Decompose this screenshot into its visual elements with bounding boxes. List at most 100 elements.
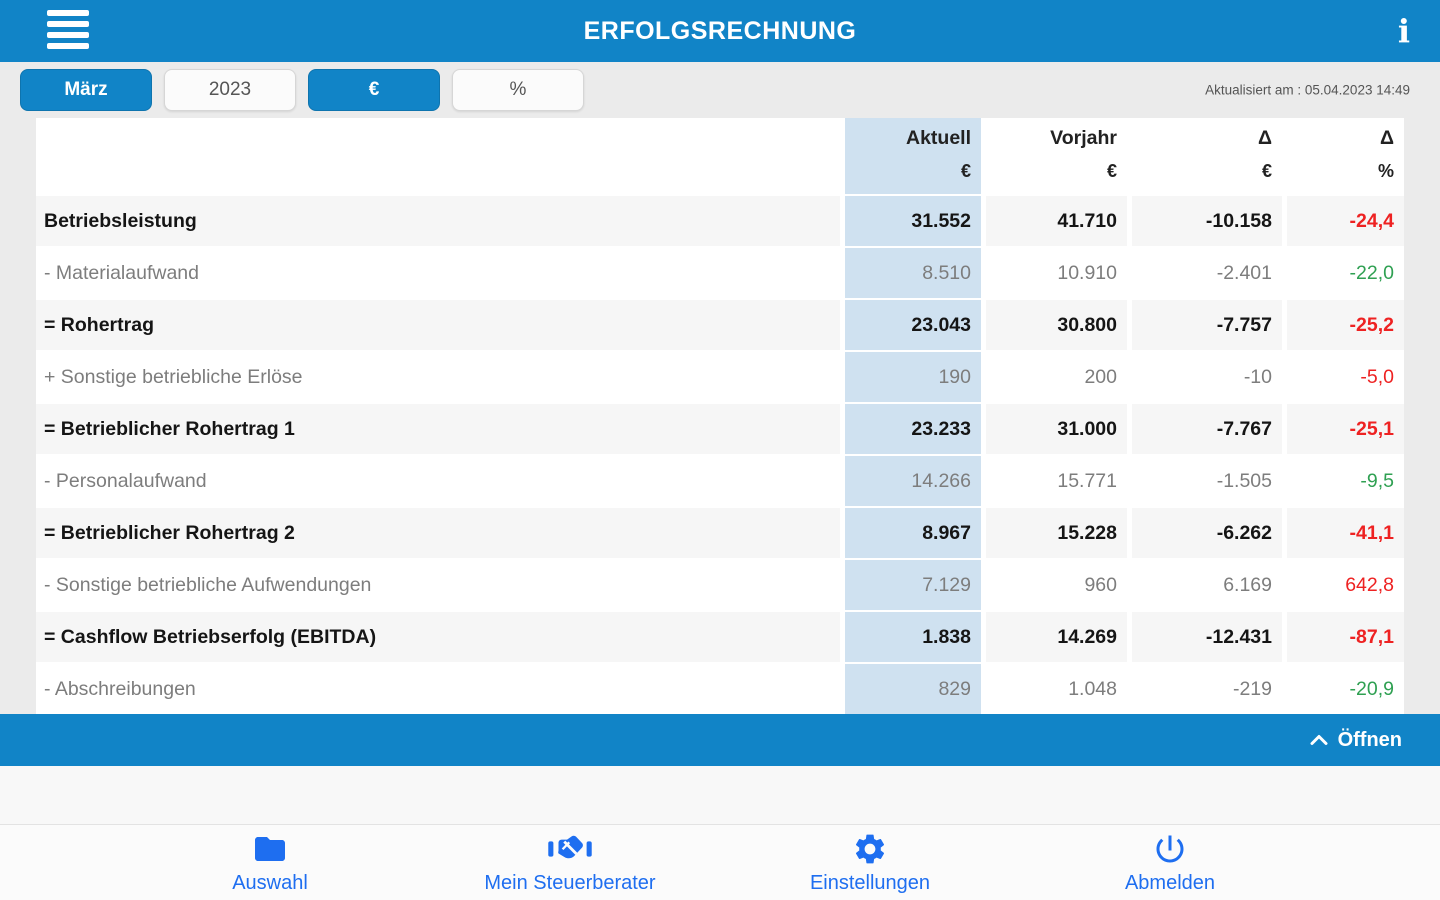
table-row: - Sonstige betriebliche Aufwendungen 7.1… bbox=[36, 560, 1404, 610]
row-label: = Cashflow Betriebserfolg (EBITDA) bbox=[36, 612, 840, 662]
row-delta-eur-value: 6.169 bbox=[1132, 560, 1282, 610]
year-button[interactable]: 2023 bbox=[164, 69, 296, 111]
nav-item-abmelden[interactable]: Abmelden bbox=[1020, 831, 1320, 895]
handshake-icon bbox=[547, 831, 593, 867]
content-strip bbox=[0, 766, 1440, 824]
header-label-spacer bbox=[36, 118, 840, 194]
table-row: = Betrieblicher Rohertrag 2 8.967 15.228… bbox=[36, 508, 1404, 558]
table-row: Betriebsleistung 31.552 41.710 -10.158 -… bbox=[36, 196, 1404, 246]
row-delta-eur-value: -10 bbox=[1132, 352, 1282, 402]
table-row: = Betrieblicher Rohertrag 1 23.233 31.00… bbox=[36, 404, 1404, 454]
row-delta-pct-value: -9,5 bbox=[1287, 456, 1404, 506]
row-delta-eur-value: -10.158 bbox=[1132, 196, 1282, 246]
row-aktuell-value: 8.967 bbox=[845, 508, 981, 558]
row-delta-pct-value: -20,9 bbox=[1287, 664, 1404, 714]
row-delta-pct-value: -87,1 bbox=[1287, 612, 1404, 662]
expander-bar[interactable]: Öffnen bbox=[0, 714, 1440, 766]
row-aktuell-value: 8.510 bbox=[845, 248, 981, 298]
row-delta-eur-value: -1.505 bbox=[1132, 456, 1282, 506]
row-delta-pct-value: -5,0 bbox=[1287, 352, 1404, 402]
row-label: - Materialaufwand bbox=[36, 248, 840, 298]
row-delta-eur-value: -12.431 bbox=[1132, 612, 1282, 662]
row-vorjahr-value: 30.800 bbox=[986, 300, 1127, 350]
row-vorjahr-value: 960 bbox=[986, 560, 1127, 610]
header-delta-eur-title: Δ bbox=[1257, 126, 1272, 149]
header-delta-eur-unit: € bbox=[1261, 160, 1272, 181]
row-delta-eur-value: -6.262 bbox=[1132, 508, 1282, 558]
header-delta-pct: Δ % bbox=[1287, 118, 1404, 194]
filter-toolbar: März 2023 € % Aktualisiert am : 05.04.20… bbox=[0, 62, 1440, 118]
nav-item-mein-steuerberater[interactable]: Mein Steuerberater bbox=[420, 831, 720, 895]
row-delta-pct-value: -25,2 bbox=[1287, 300, 1404, 350]
row-delta-pct-value: 642,8 bbox=[1287, 560, 1404, 610]
row-label: = Rohertrag bbox=[36, 300, 840, 350]
header-delta-pct-unit: % bbox=[1377, 160, 1394, 181]
chevron-up-icon bbox=[1310, 734, 1328, 746]
header-vorjahr-title: Vorjahr bbox=[1050, 126, 1117, 149]
top-bar: ERFOLGSRECHNUNG i bbox=[0, 0, 1440, 62]
table-row: + Sonstige betriebliche Erlöse 190 200 -… bbox=[36, 352, 1404, 402]
row-vorjahr-value: 10.910 bbox=[986, 248, 1127, 298]
percent-button[interactable]: % bbox=[452, 69, 584, 111]
row-aktuell-value: 7.129 bbox=[845, 560, 981, 610]
hamburger-menu-icon[interactable] bbox=[47, 10, 89, 49]
table-row: - Abschreibungen 829 1.048 -219 -20,9 bbox=[36, 664, 1404, 714]
row-vorjahr-value: 15.228 bbox=[986, 508, 1127, 558]
power-icon bbox=[1152, 831, 1188, 867]
folder-icon bbox=[252, 831, 288, 867]
row-label: = Betrieblicher Rohertrag 1 bbox=[36, 404, 840, 454]
month-button[interactable]: März bbox=[20, 69, 152, 111]
income-statement-table: Aktuell € Vorjahr € Δ € Δ % Betriebsleis… bbox=[36, 118, 1404, 714]
row-vorjahr-value: 200 bbox=[986, 352, 1127, 402]
row-label: = Betrieblicher Rohertrag 2 bbox=[36, 508, 840, 558]
header-vorjahr: Vorjahr € bbox=[986, 118, 1127, 194]
row-delta-eur-value: -219 bbox=[1132, 664, 1282, 714]
row-vorjahr-value: 14.269 bbox=[986, 612, 1127, 662]
nav-item-einstellungen[interactable]: Einstellungen bbox=[720, 831, 1020, 895]
row-vorjahr-value: 31.000 bbox=[986, 404, 1127, 454]
header-aktuell: Aktuell € bbox=[845, 118, 981, 194]
nav-item-auswahl[interactable]: Auswahl bbox=[120, 831, 420, 895]
row-aktuell-value: 23.233 bbox=[845, 404, 981, 454]
row-aktuell-value: 23.043 bbox=[845, 300, 981, 350]
row-delta-pct-value: -22,0 bbox=[1287, 248, 1404, 298]
header-aktuell-title: Aktuell bbox=[905, 126, 971, 149]
row-aktuell-value: 1.838 bbox=[845, 612, 981, 662]
gear-icon bbox=[852, 831, 888, 867]
row-delta-pct-value: -25,1 bbox=[1287, 404, 1404, 454]
row-aktuell-value: 190 bbox=[845, 352, 981, 402]
row-label: - Abschreibungen bbox=[36, 664, 840, 714]
table-row: - Personalaufwand 14.266 15.771 -1.505 -… bbox=[36, 456, 1404, 506]
info-icon[interactable]: i bbox=[1397, 12, 1410, 50]
row-vorjahr-value: 1.048 bbox=[986, 664, 1127, 714]
bottom-navigation: Auswahl Mein Steuerberater Einstellungen bbox=[0, 824, 1440, 900]
row-vorjahr-value: 41.710 bbox=[986, 196, 1127, 246]
nav-label-abmelden: Abmelden bbox=[1124, 871, 1216, 894]
row-delta-eur-value: -7.767 bbox=[1132, 404, 1282, 454]
row-vorjahr-value: 15.771 bbox=[986, 456, 1127, 506]
row-aktuell-value: 31.552 bbox=[845, 196, 981, 246]
table-row: - Materialaufwand 8.510 10.910 -2.401 -2… bbox=[36, 248, 1404, 298]
table-rows: Betriebsleistung 31.552 41.710 -10.158 -… bbox=[36, 196, 1404, 714]
row-label: Betriebsleistung bbox=[36, 196, 840, 246]
table-row: = Rohertrag 23.043 30.800 -7.757 -25,2 bbox=[36, 300, 1404, 350]
nav-label-einstellungen: Einstellungen bbox=[809, 871, 931, 894]
updated-timestamp: Aktualisiert am : 05.04.2023 14:49 bbox=[1205, 82, 1410, 98]
expander-label: Öffnen bbox=[1337, 728, 1402, 751]
header-delta-pct-title: Δ bbox=[1379, 126, 1394, 149]
row-delta-eur-value: -7.757 bbox=[1132, 300, 1282, 350]
nav-label-mein-steuerberater: Mein Steuerberater bbox=[484, 871, 656, 894]
page-title: ERFOLGSRECHNUNG bbox=[583, 16, 857, 45]
row-aktuell-value: 829 bbox=[845, 664, 981, 714]
row-aktuell-value: 14.266 bbox=[845, 456, 981, 506]
row-label: - Personalaufwand bbox=[36, 456, 840, 506]
header-aktuell-unit: € bbox=[960, 160, 971, 181]
currency-button[interactable]: € bbox=[308, 69, 440, 111]
table-header-row: Aktuell € Vorjahr € Δ € Δ % bbox=[36, 118, 1404, 194]
row-label: - Sonstige betriebliche Aufwendungen bbox=[36, 560, 840, 610]
table-row: = Cashflow Betriebserfolg (EBITDA) 1.838… bbox=[36, 612, 1404, 662]
row-delta-pct-value: -24,4 bbox=[1287, 196, 1404, 246]
row-label: + Sonstige betriebliche Erlöse bbox=[36, 352, 840, 402]
row-delta-eur-value: -2.401 bbox=[1132, 248, 1282, 298]
